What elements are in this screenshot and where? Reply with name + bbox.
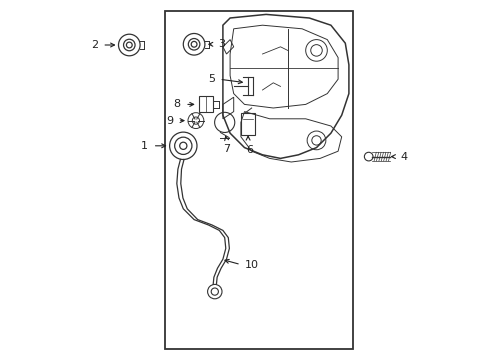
Text: 2: 2 <box>91 40 98 50</box>
Bar <box>165 11 352 349</box>
Text: 8: 8 <box>173 99 181 109</box>
Text: 5: 5 <box>207 74 215 84</box>
Text: 1: 1 <box>141 141 148 151</box>
Text: 9: 9 <box>166 116 173 126</box>
Text: 10: 10 <box>244 260 259 270</box>
Text: 4: 4 <box>399 152 407 162</box>
Text: 7: 7 <box>223 144 229 154</box>
Text: 6: 6 <box>246 145 253 155</box>
Text: 3: 3 <box>218 39 225 49</box>
